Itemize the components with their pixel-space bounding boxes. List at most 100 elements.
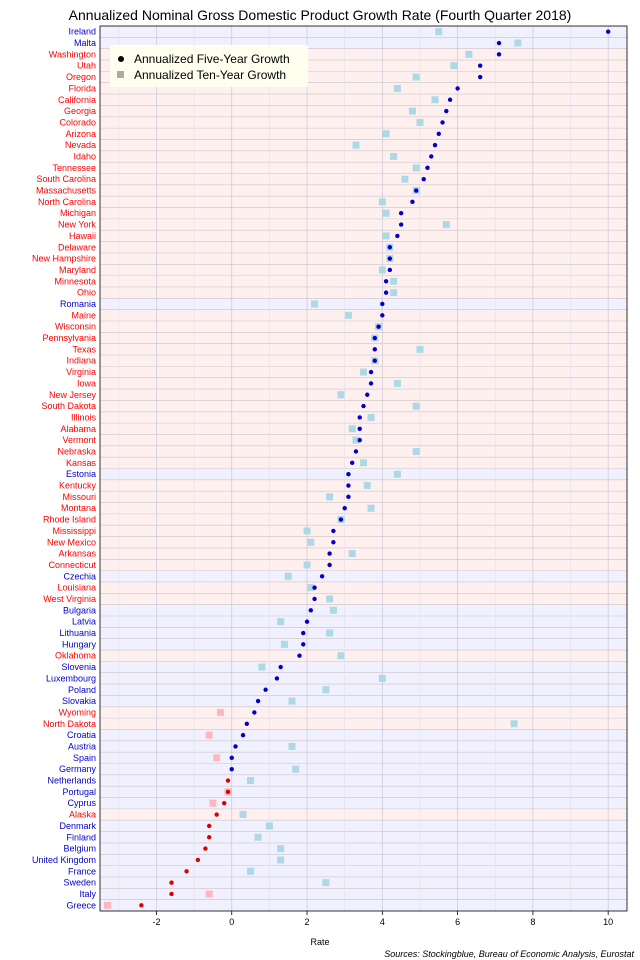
- row-label: Minnesota: [54, 276, 96, 286]
- row-band: [100, 343, 627, 356]
- plot-frame: [99, 25, 628, 912]
- row-label: Nevada: [65, 140, 96, 150]
- row-band: [100, 298, 627, 310]
- five-year-point: [357, 415, 362, 420]
- row-label: Latvia: [72, 617, 96, 627]
- row-band: [100, 105, 627, 117]
- legend-label-five: Annualized Five-Year Growth: [134, 52, 290, 66]
- five-year-point: [387, 256, 393, 261]
- row-label: Tennessee: [52, 163, 96, 173]
- five-year-point: [331, 540, 336, 545]
- x-axis-ticks: -2 0 2 4 6 8 10: [152, 911, 613, 927]
- five-year-point: [447, 97, 453, 102]
- five-year-point: [240, 732, 246, 738]
- legend-marker-ten: [117, 71, 124, 78]
- row-label: Hungary: [62, 639, 97, 649]
- row-band: [100, 502, 627, 514]
- x-tick-label: 0: [229, 917, 234, 927]
- five-year-point: [304, 619, 310, 624]
- row-label: Portugal: [62, 787, 96, 797]
- five-year-point: [312, 585, 317, 590]
- row-band: [100, 434, 627, 446]
- x-tick-label: -2: [152, 917, 160, 927]
- row-band: [100, 162, 627, 174]
- five-year-point: [206, 835, 212, 840]
- row-band: [100, 207, 627, 219]
- five-year-point: [346, 471, 351, 477]
- five-year-point: [342, 506, 347, 511]
- ten-year-point: [360, 459, 367, 467]
- ten-year-point: [360, 368, 367, 376]
- row-label: Lithuania: [59, 628, 96, 638]
- row-label: South Dakota: [41, 401, 96, 411]
- ten-year-point: [382, 209, 390, 217]
- row-band: [100, 616, 627, 628]
- row-band: [100, 695, 627, 707]
- five-year-point: [353, 449, 359, 454]
- row-band: [100, 241, 627, 253]
- row-band: [100, 309, 627, 321]
- five-year-point: [444, 108, 449, 114]
- five-year-point: [380, 301, 385, 307]
- five-year-point: [398, 211, 404, 216]
- five-year-point: [387, 267, 393, 273]
- row-label: Belgium: [63, 844, 96, 854]
- ten-year-point: [288, 697, 296, 705]
- ten-year-point: [326, 595, 334, 603]
- row-label: Croatia: [67, 730, 96, 740]
- ten-year-point: [393, 470, 401, 478]
- ten-year-point: [382, 130, 390, 138]
- row-band: [100, 445, 627, 458]
- row-band: [100, 672, 627, 685]
- row-label: Arizona: [65, 129, 96, 139]
- row-label: Greece: [66, 900, 96, 910]
- row-band: [100, 218, 627, 231]
- five-year-point: [244, 721, 250, 726]
- row-band: [100, 718, 627, 730]
- row-label: Netherlands: [47, 776, 96, 786]
- row-label: North Dakota: [43, 719, 96, 729]
- ten-year-point: [329, 606, 337, 614]
- row-label: Michigan: [60, 208, 96, 218]
- five-year-point: [263, 687, 268, 692]
- ten-year-point: [352, 436, 360, 444]
- ten-year-point: [277, 856, 285, 864]
- row-band: [100, 196, 627, 208]
- ten-year-point: [247, 867, 255, 875]
- five-year-point: [338, 517, 344, 522]
- row-band: [100, 321, 627, 333]
- row-label: South Carolina: [36, 174, 96, 184]
- row-label: United Kingdom: [32, 855, 96, 865]
- ten-year-point: [104, 901, 112, 909]
- x-tick-label: 6: [455, 917, 460, 927]
- five-year-point: [206, 823, 212, 829]
- row-band: [100, 831, 627, 843]
- row-label: Georgia: [64, 106, 96, 116]
- ten-year-point: [288, 742, 296, 750]
- ten-year-point: [284, 572, 292, 580]
- row-label: Missouri: [62, 492, 96, 502]
- x-tick-label: 8: [530, 917, 535, 927]
- five-year-point: [429, 154, 434, 159]
- row-band: [100, 71, 627, 83]
- ten-year-point: [205, 731, 213, 739]
- row-label: North Carolina: [38, 197, 96, 207]
- row-band: [100, 808, 627, 821]
- five-year-point: [214, 812, 219, 817]
- ten-year-point: [209, 799, 217, 807]
- five-year-point: [327, 562, 332, 568]
- row-band: [100, 684, 627, 696]
- ten-year-point: [393, 84, 401, 92]
- ten-year-point: [311, 300, 319, 308]
- five-year-point: [368, 369, 374, 375]
- chart-legend: Annualized Five-Year Growth Annualized T…: [110, 45, 308, 87]
- five-year-point: [455, 86, 460, 91]
- ten-year-point: [352, 141, 360, 149]
- row-band: [100, 48, 627, 61]
- row-band: [100, 275, 627, 287]
- row-label: Slovenia: [61, 662, 96, 672]
- five-year-point: [357, 437, 362, 443]
- row-band: [100, 752, 627, 764]
- row-band: [100, 332, 627, 344]
